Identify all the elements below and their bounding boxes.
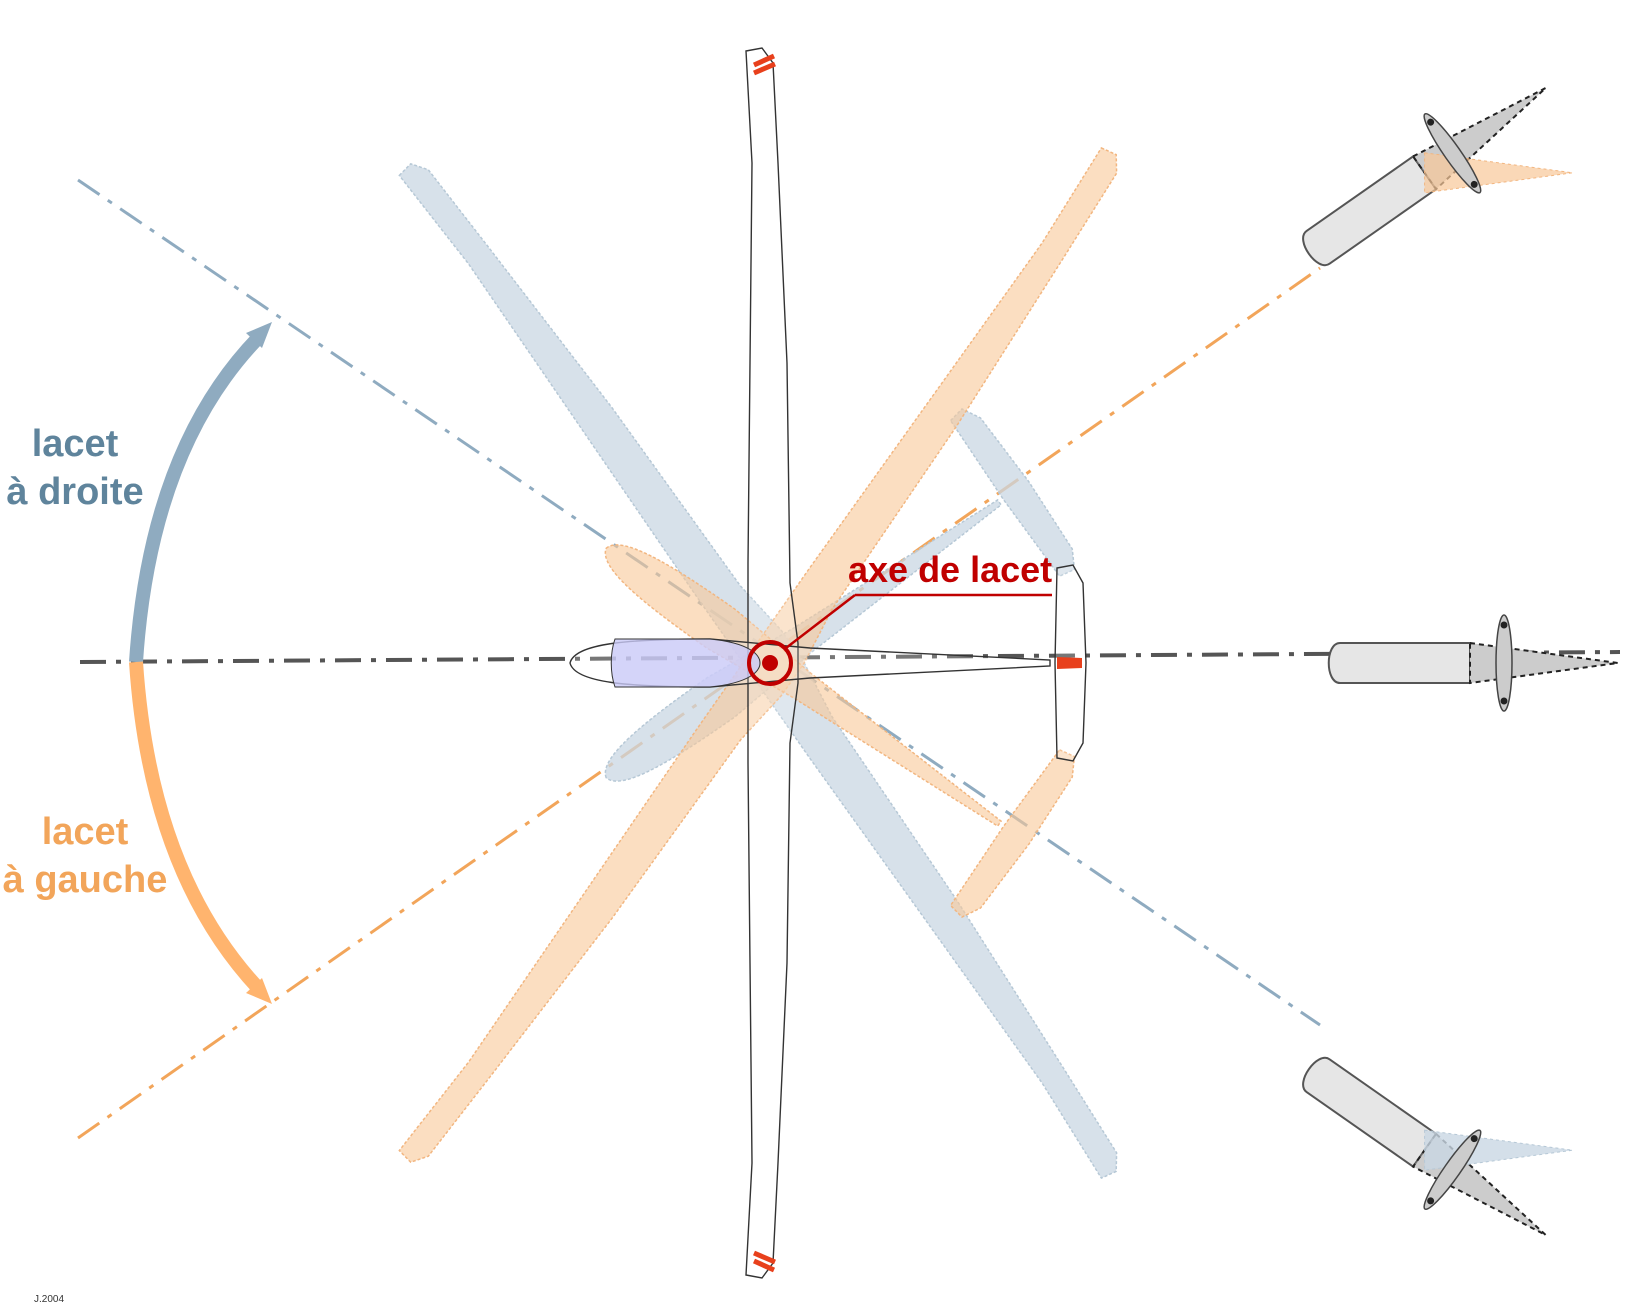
yaw-left-label-line2: à gauche xyxy=(2,859,168,901)
glider-yaw-right xyxy=(252,0,1383,1283)
yaw-left-arrow xyxy=(129,661,264,993)
yaw-right-label-line1: lacet xyxy=(31,423,119,465)
yaw-axis-label: axe de lacet xyxy=(848,549,1053,590)
yaw-right-label: lacet à droite xyxy=(0,420,150,516)
yaw-axis-marker xyxy=(747,593,1052,686)
yaw-right-arrowhead xyxy=(246,322,272,348)
yaw-left-label-line1: lacet xyxy=(41,811,129,853)
glider-neutral xyxy=(569,47,1087,1279)
credit-text: J.2004 xyxy=(34,1294,65,1305)
rear-view-yaw-right xyxy=(1302,1056,1573,1236)
yaw-left-arrowhead xyxy=(246,978,272,1004)
yaw-left-label: lacet à gauche xyxy=(0,808,170,904)
yaw-left-axis-line xyxy=(77,266,1321,1140)
yaw-right-label-line2: à droite xyxy=(6,471,144,513)
rear-view-neutral xyxy=(1327,614,1619,712)
wingtip-stripes xyxy=(752,53,776,1273)
yaw-right-arrow xyxy=(129,333,264,663)
rudder xyxy=(1057,657,1082,669)
rear-view-yaw-left xyxy=(1302,87,1573,267)
canopy xyxy=(610,638,761,688)
